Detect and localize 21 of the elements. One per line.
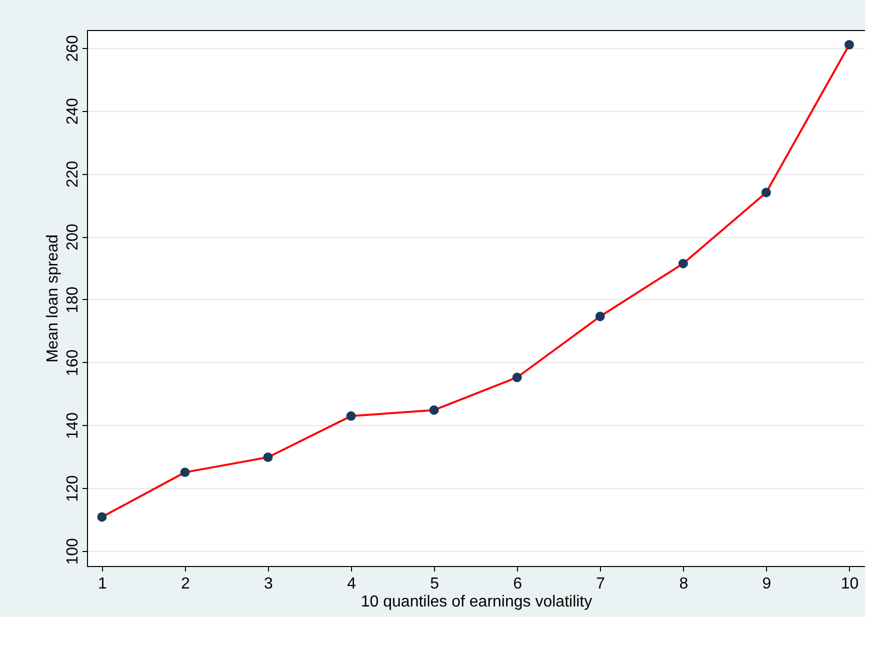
x-tick-label: 10 <box>840 576 859 592</box>
y-tick-label: 200 <box>64 224 82 250</box>
x-tick-label: 6 <box>513 576 522 592</box>
y-tick-label: 180 <box>64 286 82 314</box>
x-tick-label: 7 <box>596 576 606 592</box>
y-tick-label: 260 <box>64 34 82 62</box>
x-axis-title: 10 quantiles of earnings volatility <box>360 594 592 610</box>
x-tick-label: 4 <box>347 576 356 592</box>
y-axis-title: Mean loan spread <box>44 234 62 363</box>
x-tick-label: 3 <box>264 576 274 592</box>
x-tick-label: 8 <box>679 576 688 592</box>
y-tick-label: 220 <box>64 160 82 188</box>
y-tick-label: 160 <box>64 349 82 376</box>
x-tick-label: 9 <box>762 576 772 592</box>
y-tick-label: 100 <box>64 538 82 565</box>
y-tick-label: 120 <box>64 475 82 502</box>
y-tick-label: 240 <box>64 98 82 125</box>
y-tick-label: 140 <box>64 412 82 440</box>
x-tick-label: 5 <box>430 576 440 592</box>
x-tick-label: 1 <box>98 576 107 592</box>
x-tick-label: 2 <box>181 576 190 592</box>
